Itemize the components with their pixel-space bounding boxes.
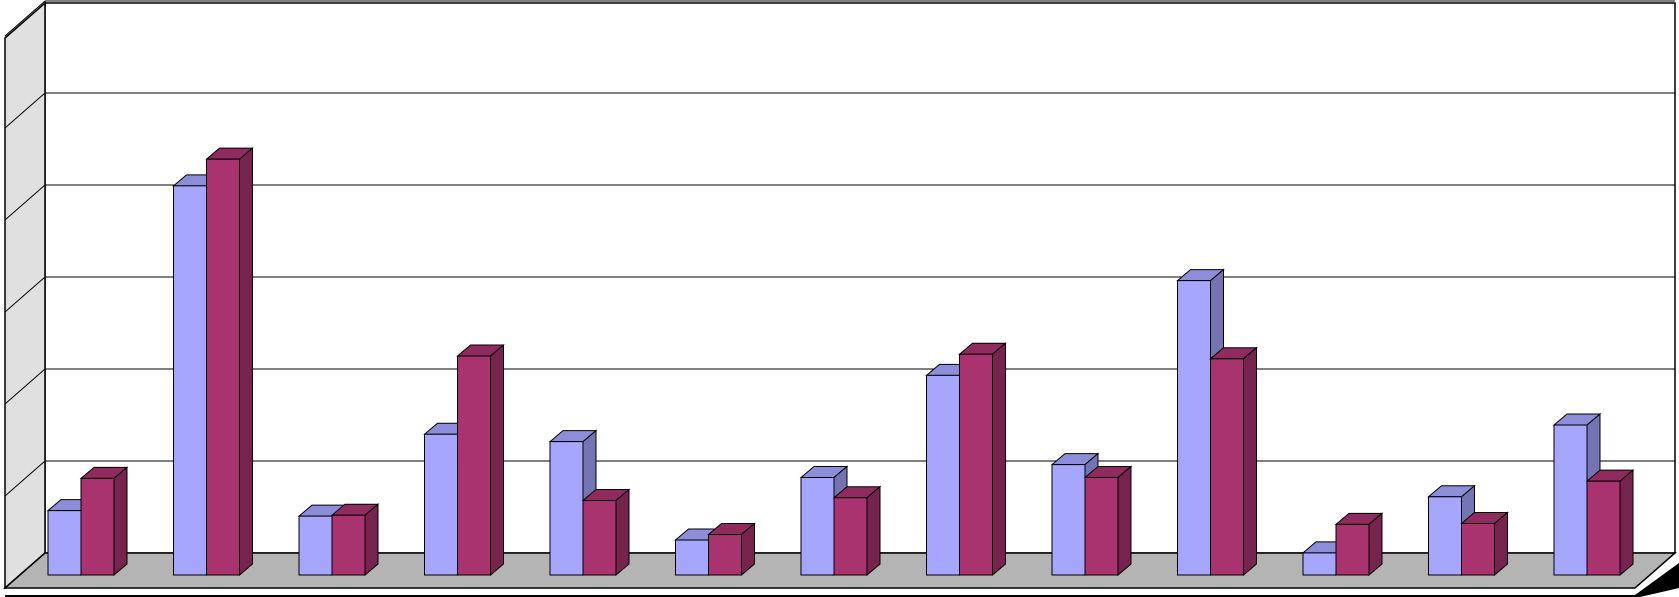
bar-side: [364, 503, 379, 577]
bar-side: [1117, 465, 1132, 577]
bar: [1586, 480, 1621, 576]
bar: [173, 185, 207, 576]
bar: [457, 355, 491, 576]
bar-side: [1368, 512, 1383, 577]
bar: [800, 476, 835, 576]
bar: [80, 477, 115, 576]
bar-side: [992, 342, 1006, 577]
bar-side: [866, 485, 881, 577]
bar-side: [239, 147, 253, 577]
bar: [959, 353, 993, 576]
bar: [1302, 552, 1337, 576]
bar: [1051, 464, 1086, 576]
bar: [582, 499, 617, 576]
bar: [206, 158, 240, 576]
bar: [331, 514, 366, 576]
bar: [1084, 476, 1119, 576]
grid-line-side: [4, 460, 46, 497]
bar: [1177, 280, 1211, 576]
back-wall: [44, 2, 1676, 554]
bar-side: [1619, 469, 1634, 577]
grid-line-side: [4, 92, 46, 129]
grid-line-side: [4, 276, 46, 313]
bar: [424, 433, 458, 576]
bar: [1461, 522, 1495, 576]
bar: [298, 515, 333, 576]
bar-side: [1494, 511, 1508, 577]
bar: [1210, 358, 1244, 576]
bar: [926, 374, 960, 576]
bar: [47, 510, 82, 576]
bar-side: [490, 343, 504, 577]
bar: [1428, 496, 1462, 576]
grid-line-side: [4, 184, 46, 221]
grid-line-side: [4, 368, 46, 405]
bar: [708, 534, 742, 576]
bar-side: [113, 466, 128, 577]
bar: [1553, 424, 1588, 576]
bar: [549, 441, 584, 576]
bar: [675, 539, 709, 576]
bar-side: [615, 488, 630, 577]
bar-side: [1243, 346, 1257, 577]
grid-line-side: [4, 0, 46, 37]
side-wall: [4, 1, 46, 590]
bar: [833, 497, 868, 576]
bar: [1335, 523, 1370, 576]
